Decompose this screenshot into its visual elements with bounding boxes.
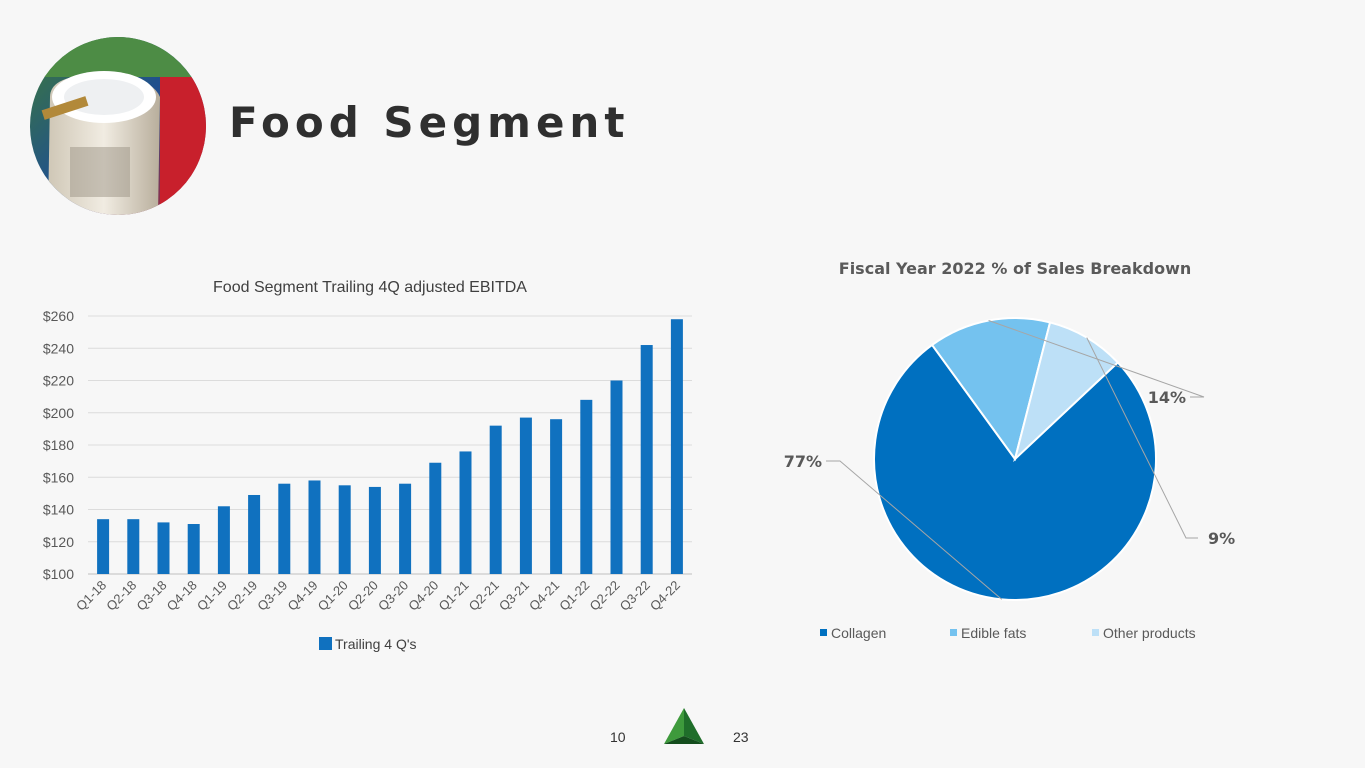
pie-slice-other-products bbox=[1013, 321, 1120, 463]
bar-xtick-label: Q1-22 bbox=[556, 578, 592, 614]
bar-Q1-20 bbox=[338, 485, 351, 574]
pie-legend-swatch bbox=[950, 629, 957, 636]
green-pyramid-icon bbox=[664, 708, 704, 744]
bar-xtick-label: Q4-18 bbox=[164, 578, 200, 614]
bar-xtick-label: Q4-22 bbox=[647, 578, 683, 614]
bar-Q3-22 bbox=[640, 345, 653, 574]
bar-xtick-label: Q3-21 bbox=[496, 578, 532, 614]
bar-xtick-label: Q2-18 bbox=[103, 578, 139, 614]
bar-ytick-label: $100 bbox=[43, 566, 74, 582]
bar-xtick-label: Q2-19 bbox=[224, 578, 260, 614]
bar-Q4-20 bbox=[429, 462, 442, 574]
bar-xtick-label: Q3-20 bbox=[375, 578, 411, 614]
bar-ytick-label: $120 bbox=[43, 534, 74, 550]
pie-leader-line bbox=[988, 320, 1205, 398]
pie-data-label: 14% bbox=[1148, 388, 1186, 407]
bar-xtick-label: Q1-18 bbox=[73, 578, 109, 614]
pie-leader-line bbox=[1086, 337, 1198, 539]
bar-xtick-label: Q4-20 bbox=[405, 578, 441, 614]
bar-Q1-21 bbox=[459, 451, 472, 574]
bar-Q3-19 bbox=[278, 483, 291, 574]
bar-Q2-22 bbox=[610, 380, 623, 574]
bar-ytick-label: $220 bbox=[43, 373, 74, 389]
bar-Q2-21 bbox=[489, 425, 502, 574]
pie-legend-label: Collagen bbox=[831, 625, 886, 641]
pie-legend-swatch bbox=[1092, 629, 1099, 636]
pie-leader-line bbox=[826, 460, 1003, 600]
bar-xtick-label: Q3-22 bbox=[617, 578, 653, 614]
pie-slice-collagen bbox=[873, 343, 1157, 601]
bar-Q3-18 bbox=[157, 522, 170, 574]
bar-ytick-label: $180 bbox=[43, 437, 74, 453]
page-title: Food Segment bbox=[229, 98, 630, 147]
bar-Q1-22 bbox=[580, 399, 593, 574]
bar-legend-swatch bbox=[319, 637, 332, 650]
bar-Q4-22 bbox=[670, 319, 683, 574]
collagen-jar-photo bbox=[30, 37, 206, 215]
bar-xtick-label: Q3-19 bbox=[254, 578, 290, 614]
page-number-left: 10 bbox=[610, 729, 626, 745]
bar-xtick-label: Q2-21 bbox=[466, 578, 502, 614]
bar-xtick-label: Q2-20 bbox=[345, 578, 381, 614]
pie-legend-label: Edible fats bbox=[961, 625, 1026, 641]
pie-legend-label: Other products bbox=[1103, 625, 1196, 641]
bar-Q4-18 bbox=[187, 524, 200, 574]
bar-Q2-20 bbox=[368, 486, 381, 574]
pie-chart-title: Fiscal Year 2022 % of Sales Breakdown bbox=[839, 259, 1191, 278]
bar-xtick-label: Q4-21 bbox=[526, 578, 562, 614]
bar-Q2-19 bbox=[248, 494, 261, 574]
bar-legend-label: Trailing 4 Q's bbox=[335, 636, 417, 652]
bar-ytick-label: $140 bbox=[43, 502, 74, 518]
bar-chart-title: Food Segment Trailing 4Q adjusted EBITDA bbox=[213, 279, 527, 296]
bar-xtick-label: Q1-20 bbox=[315, 578, 351, 614]
bar-Q4-19 bbox=[308, 480, 321, 574]
pie-data-label: 77% bbox=[784, 452, 822, 471]
pie-legend-swatch bbox=[820, 629, 827, 636]
bar-xtick-label: Q2-22 bbox=[586, 578, 622, 614]
bar-xtick-label: Q1-19 bbox=[194, 578, 230, 614]
pie-data-label: 9% bbox=[1208, 529, 1235, 548]
bar-Q1-18 bbox=[97, 519, 110, 574]
bar-xtick-label: Q4-19 bbox=[284, 578, 320, 614]
bar-Q3-20 bbox=[399, 483, 412, 574]
bar-Q1-19 bbox=[217, 506, 230, 574]
bar-Q4-21 bbox=[550, 419, 563, 574]
page-number-right: 23 bbox=[733, 729, 749, 745]
bar-ytick-label: $260 bbox=[43, 308, 74, 324]
bar-ytick-label: $160 bbox=[43, 469, 74, 485]
bar-Q3-21 bbox=[519, 417, 532, 574]
ebitda-bar-chart: Food Segment Trailing 4Q adjusted EBITDA… bbox=[43, 279, 692, 652]
bar-ytick-label: $240 bbox=[43, 340, 74, 356]
bar-xtick-label: Q1-21 bbox=[435, 578, 471, 614]
bar-xtick-label: Q3-18 bbox=[133, 578, 169, 614]
bar-Q2-18 bbox=[127, 519, 140, 574]
pie-slice-edible-fats bbox=[930, 317, 1052, 462]
bar-ytick-label: $200 bbox=[43, 405, 74, 421]
